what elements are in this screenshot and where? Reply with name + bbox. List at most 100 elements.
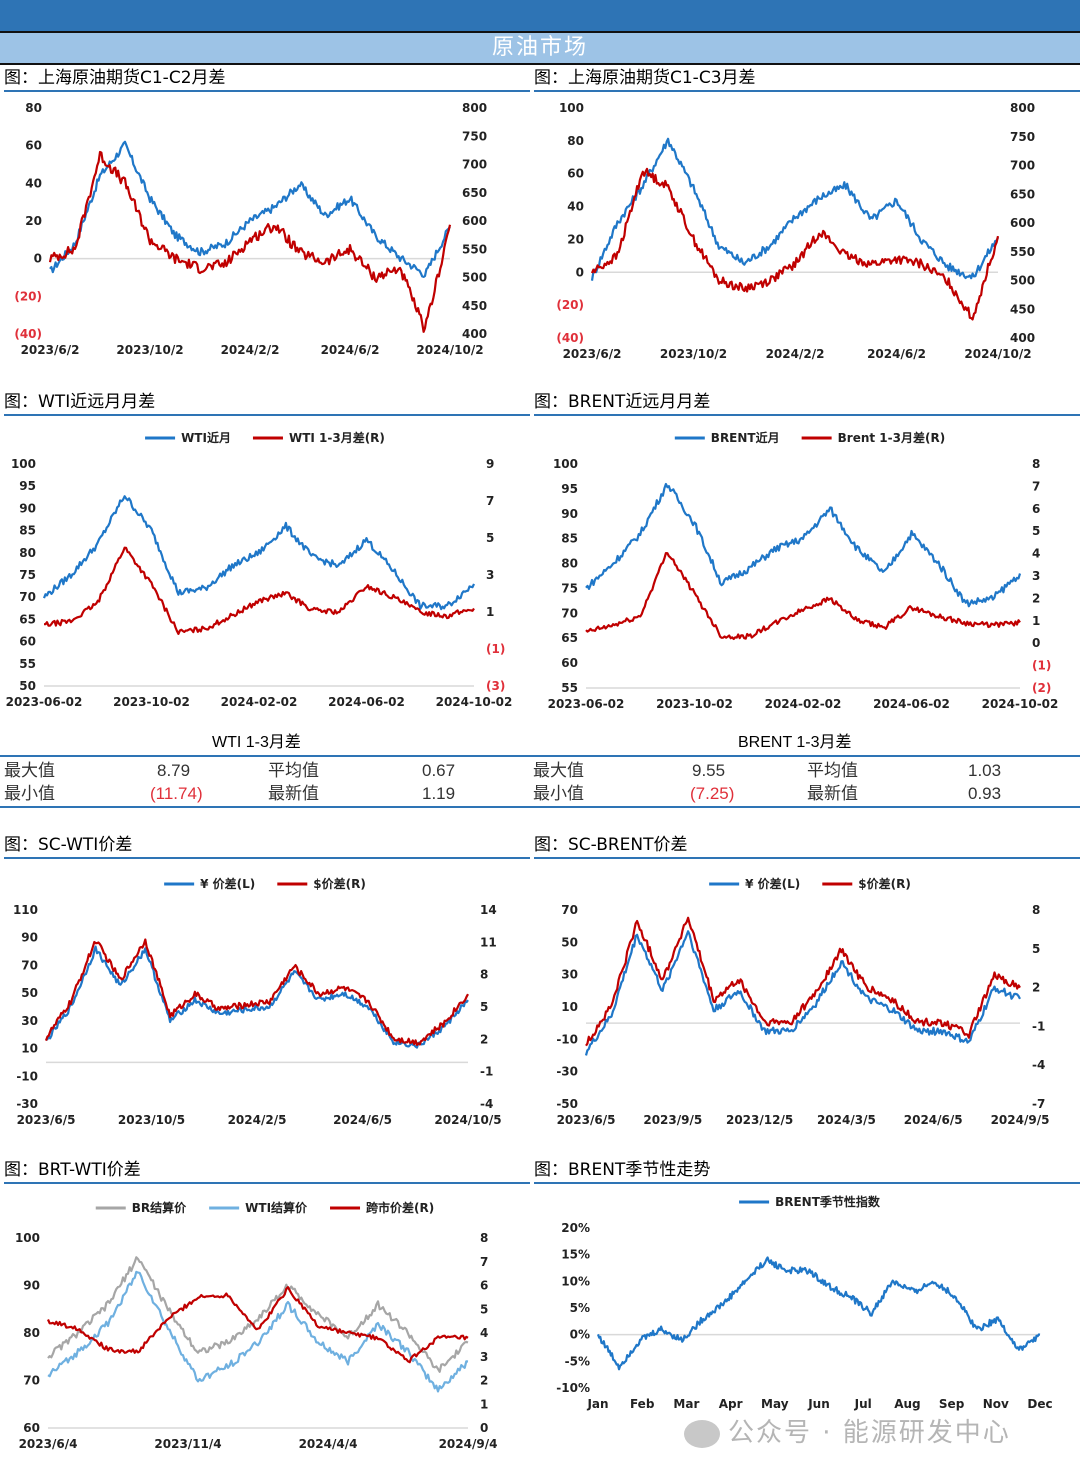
y-right-tick-label: 0 <box>1032 636 1040 650</box>
wti-latest-label: 最新值 <box>268 784 319 803</box>
x-tick-label: Jul <box>854 1397 872 1411</box>
legend-label: ¥ 价差(L) <box>200 876 255 891</box>
y-right-tick-label: 3 <box>486 568 494 582</box>
x-tick-label: 2023/6/2 <box>21 343 80 357</box>
x-tick-label: 2024/3/5 <box>817 1113 876 1127</box>
x-tick-label: 2024/2/5 <box>228 1113 287 1127</box>
y-right-tick-label: 800 <box>462 101 487 115</box>
chart-svg: 80 60 40 20 0 (20) (40) 800 750 700 650 600 550 500 45… <box>14 101 487 357</box>
y-left-tick-label: 100 <box>11 457 36 471</box>
x-tick-label: Feb <box>630 1397 655 1411</box>
y-right-tick-label: 400 <box>462 327 487 341</box>
y-right-tick-label: 1 <box>1032 614 1040 628</box>
x-tick-label: 2024-10-02 <box>436 695 513 709</box>
x-tick-label: 2023/10/2 <box>116 343 183 357</box>
y-right-tick-label: 800 <box>1010 101 1035 115</box>
series-line-1 <box>48 150 452 333</box>
series-line-0 <box>596 1256 1041 1371</box>
y-right-tick-label: 1 <box>480 1397 488 1411</box>
y-left-tick-label: 100 <box>15 1231 40 1245</box>
y-right-tick-label: 7 <box>480 1255 488 1269</box>
series-line-2 <box>46 1286 469 1364</box>
panel-title-brt-wti: 图：BRT-WTI价差 <box>4 1158 530 1184</box>
wti-avg-label: 平均值 <box>268 761 319 780</box>
y-left-tick-label: 80 <box>23 1326 40 1340</box>
x-tick-label: 2023/6/5 <box>557 1113 616 1127</box>
chart-svg: 100 80 60 40 20 0 (20) (40) 800 750 700 650 600 550 50… <box>556 101 1035 361</box>
y-left-tick-label: 10% <box>561 1274 590 1288</box>
y-right-tick-label: 450 <box>462 299 487 313</box>
y-left-tick-label: 90 <box>21 931 38 945</box>
x-tick-label: 2023-06-02 <box>548 697 625 711</box>
y-left-tick-label: 80 <box>19 546 36 560</box>
x-tick-label: 2023/12/5 <box>726 1113 793 1127</box>
y-left-tick-label: 90 <box>561 507 578 521</box>
brent-avg-value: 1.03 <box>968 761 1002 780</box>
y-right-tick-label: -1 <box>480 1065 493 1079</box>
chart-brent-spread: 100 95 90 85 80 75 70 65 60 55 8 7 6 5 4 3 2 1 0 (1) (2) 2023… <box>540 420 1080 720</box>
chart-sc-c1c3: 100 80 60 40 20 0 (20) (40) 800 750 700 650 600 550 50… <box>540 96 1080 366</box>
x-tick-label: 2024-02-02 <box>765 697 842 711</box>
y-right-tick-label: 5 <box>480 1000 488 1014</box>
y-right-tick-label: -7 <box>1032 1097 1045 1111</box>
chart-brent-seasonal: 20% 15% 10% 5% 0% -5% -10% Jan Feb Mar Apr May Jun Ju… <box>540 1188 1080 1416</box>
y-left-tick-label: 30 <box>21 1014 38 1028</box>
y-right-tick-label: 1 <box>486 605 494 619</box>
x-tick-label: 2023-06-02 <box>6 695 83 709</box>
y-left-tick-label: 85 <box>19 524 36 538</box>
legend-label: Brent 1-3月差(R) <box>838 430 946 445</box>
x-tick-label: 2024/9/5 <box>991 1113 1050 1127</box>
series-line-1 <box>44 938 469 1046</box>
y-right-tick-label: 500 <box>462 271 487 285</box>
legend-label: WTI 1-3月差(R) <box>289 430 385 445</box>
x-tick-label: Sep <box>939 1397 965 1411</box>
watermark: 公众号 · 能源研发中心 <box>684 1418 1011 1448</box>
y-left-tick-label: 80 <box>567 134 584 148</box>
legend-label: WTI结算价 <box>245 1200 308 1215</box>
y-left-tick-label: 70 <box>21 958 38 972</box>
y-left-tick-label: 40 <box>567 200 584 214</box>
x-tick-label: 2023/6/5 <box>17 1113 76 1127</box>
y-right-tick-label: 8 <box>480 1231 488 1245</box>
y-right-tick-label: 5 <box>486 531 494 545</box>
y-left-tick-label: 60 <box>567 167 584 181</box>
x-tick-label: 2024-06-02 <box>328 695 405 709</box>
series-line-1 <box>44 546 475 635</box>
chart-sc-c1c2: 80 60 40 20 0 (20) (40) 800 750 700 650 600 550 500 45… <box>0 96 530 362</box>
x-tick-label: 2024/4/4 <box>299 1437 358 1451</box>
chart-wti-spread: 100 95 90 85 80 75 70 65 60 55 50 9 7 5 3 1 (1) (3) 2023-0… <box>0 420 530 718</box>
brent-latest-label: 最新值 <box>807 784 858 803</box>
brent-max-label: 最大值 <box>533 761 584 780</box>
y-left-tick-label: 0 <box>34 252 42 266</box>
legend-label: $价差(R) <box>313 876 366 891</box>
x-tick-label: 2023/9/5 <box>643 1113 702 1127</box>
legend-label: BRENT近月 <box>711 430 780 445</box>
y-left-tick-label: -30 <box>16 1097 38 1111</box>
legend: BRENT近月 Brent 1-3月差(R) <box>674 430 946 445</box>
y-right-tick-label: 14 <box>480 903 497 917</box>
legend: ¥ 价差(L) $价差(R) <box>709 876 911 891</box>
x-tick-label: 2023-10-02 <box>113 695 190 709</box>
y-right-tick-label: 2 <box>1032 981 1040 995</box>
wti-max-label: 最大值 <box>4 761 55 780</box>
y-left-tick-label: 90 <box>23 1279 40 1293</box>
x-tick-label: 2023/11/4 <box>154 1437 221 1451</box>
panel-title-wti: 图：WTI近远月月差 <box>4 390 530 416</box>
y-left-tick-label: 55 <box>561 681 578 695</box>
legend-label: BRENT季节性指数 <box>775 1194 881 1209</box>
x-tick-label: 2023/10/5 <box>118 1113 185 1127</box>
x-tick-label: 2024-06-02 <box>873 697 950 711</box>
y-left-tick-label: 5% <box>570 1301 590 1315</box>
y-right-tick-label: 8 <box>1032 457 1040 471</box>
y-right-tick-label: 700 <box>462 158 487 172</box>
y-left-tick-label: -10 <box>16 1069 38 1083</box>
y-left-tick-label: 100 <box>559 101 584 115</box>
x-tick-label: 2024/2/2 <box>766 347 825 361</box>
x-tick-label: 2024/6/2 <box>321 343 380 357</box>
wti-min-value: (11.74) <box>150 784 203 803</box>
y-left-tick-label: 75 <box>19 568 36 582</box>
y-right-tick-label: 6 <box>480 1279 488 1293</box>
legend-label: 跨市价差(R) <box>366 1200 434 1215</box>
legend: BR结算价 WTI结算价 跨市价差(R) <box>95 1200 434 1215</box>
section-title: 原油市场 <box>0 33 1080 65</box>
